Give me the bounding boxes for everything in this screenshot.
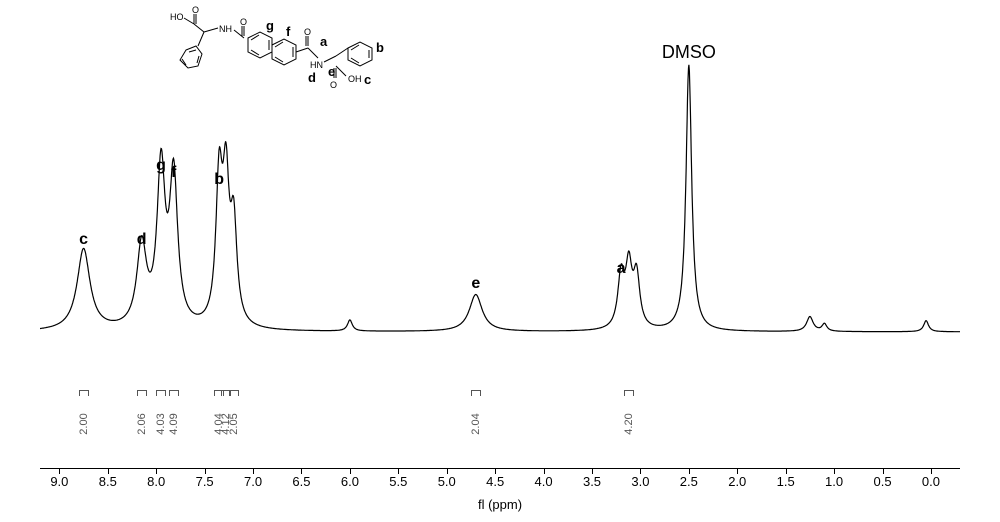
x-axis: 9.0 8.5 8.0 7.5 7.0 6.5 6.0 5.5 5.0 4.5 4.0 3.5 3.0 2… — [40, 468, 960, 494]
axis-tick-label: 8.5 — [99, 474, 117, 489]
axis-tick-label: 5.0 — [438, 474, 456, 489]
nmr-plot: c d gf b e a DMSO — [40, 10, 960, 380]
integral-value: 2.05 — [228, 413, 240, 434]
integral-marker — [137, 390, 147, 396]
integral-marker — [471, 390, 481, 396]
integral-value: 2.00 — [78, 413, 90, 434]
integral-marker — [229, 390, 239, 396]
axis-tick-label: 5.5 — [389, 474, 407, 489]
axis-tick-label: 7.0 — [244, 474, 262, 489]
integral-marker — [624, 390, 634, 396]
integral-value: 4.03 — [155, 413, 167, 434]
peak-label-g: g — [156, 157, 166, 175]
axis-tick-label: 8.0 — [147, 474, 165, 489]
axis-tick-label: 3.5 — [583, 474, 601, 489]
integral-value: 2.06 — [136, 413, 148, 434]
axis-tick-label: 0.0 — [922, 474, 940, 489]
axis-tick-label: 2.0 — [728, 474, 746, 489]
axis-tick-label: 4.5 — [486, 474, 504, 489]
integral-value: 4.20 — [623, 413, 635, 434]
spectrum-trace — [40, 65, 960, 332]
peak-label-e: e — [471, 275, 480, 293]
x-axis-label: fl (ppm) — [478, 497, 522, 512]
integral-marker — [156, 390, 166, 396]
axis-tick-label: 2.5 — [680, 474, 698, 489]
peak-label-b1: b — [214, 171, 224, 189]
integral-marker — [79, 390, 89, 396]
peak-label-c: c — [79, 231, 88, 249]
axis-tick-label: 0.5 — [873, 474, 891, 489]
integral-marker — [169, 390, 179, 396]
axis-tick-label: 1.0 — [825, 474, 843, 489]
integral-row: 2.002.064.034.094.044.122.052.044.20 — [40, 390, 960, 440]
peak-label-f: f — [171, 164, 176, 182]
axis-tick-label: 9.0 — [50, 474, 68, 489]
spectrum-svg — [40, 10, 960, 380]
peak-label-a1: a — [617, 260, 626, 278]
integral-value: 4.09 — [168, 413, 180, 434]
axis-tick-label: 4.0 — [535, 474, 553, 489]
peak-label-dmso: DMSO — [662, 42, 716, 63]
axis-tick-label: 6.5 — [292, 474, 310, 489]
peak-label-d: d — [137, 231, 147, 249]
axis-tick-label: 7.5 — [196, 474, 214, 489]
axis-tick-label: 1.5 — [777, 474, 795, 489]
axis-line — [40, 468, 960, 469]
axis-tick-label: 6.0 — [341, 474, 359, 489]
integral-value: 2.04 — [470, 413, 482, 434]
axis-tick-label: 3.0 — [631, 474, 649, 489]
